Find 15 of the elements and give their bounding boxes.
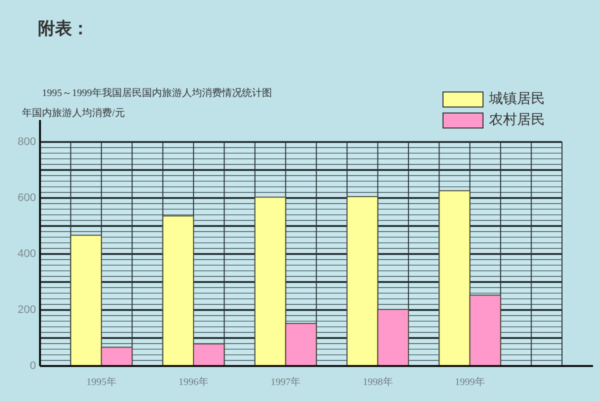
y-tick-label: 800 <box>18 136 36 148</box>
x-tick-label: 1999年 <box>454 376 485 388</box>
y-tick-label: 0 <box>30 360 36 372</box>
x-tick-label: 1998年 <box>362 376 393 388</box>
x-tick-label: 1996年 <box>178 376 209 388</box>
x-tick-label: 1995年 <box>86 376 116 388</box>
y-tick-label: 200 <box>18 304 36 316</box>
y-tick-label: 600 <box>18 192 36 204</box>
y-axis-title: 年国内旅游人均消费/元 <box>22 107 125 119</box>
chart-title: 附表： <box>38 19 89 38</box>
legend-label: 城镇居民 <box>488 91 545 108</box>
chart-subtitle: 1995～1999年我国居民国内旅游人均消费情况统计图 <box>42 87 272 99</box>
x-tick-label: 1997年 <box>270 376 301 388</box>
y-tick-label: 400 <box>18 248 36 260</box>
legend-label: 农村居民 <box>489 112 545 128</box>
